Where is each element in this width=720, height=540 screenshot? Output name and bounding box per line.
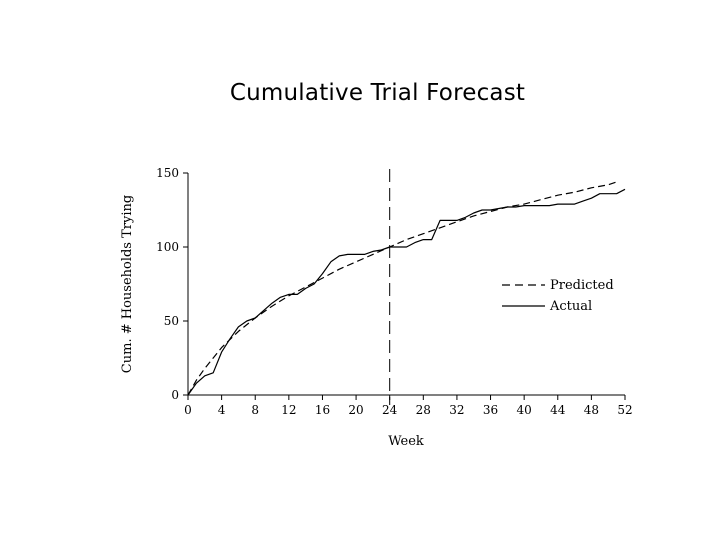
y-tick-label: 0	[171, 388, 179, 402]
x-tick-label: 16	[315, 403, 330, 417]
x-tick-label: 4	[218, 403, 226, 417]
series-line-actual	[187, 188, 626, 396]
x-tick-label: 40	[517, 403, 532, 417]
x-axis-label: Week	[388, 434, 424, 449]
x-ticks: 0 4 8 12 16 20 24 28 32 36 40 44 48 52	[184, 395, 633, 417]
y-tick-label: 150	[156, 166, 179, 180]
x-tick-label: 0	[184, 403, 192, 417]
x-tick-label: 24	[382, 403, 398, 417]
y-tick-label: 100	[156, 240, 179, 254]
x-tick-label: 44	[550, 403, 566, 417]
axes	[187, 173, 625, 396]
legend-label-actual: Actual	[549, 299, 592, 314]
x-tick-label: 28	[416, 403, 431, 417]
x-tick-label: 48	[584, 403, 599, 417]
x-tick-label: 52	[617, 403, 632, 417]
legend-label-predicted: Predicted	[550, 278, 614, 293]
y-axis-label: Cum. # Households Trying	[120, 195, 135, 373]
x-tick-label: 12	[281, 403, 296, 417]
x-tick-label: 32	[449, 403, 464, 417]
x-tick-label: 20	[348, 403, 363, 417]
x-tick-label: 36	[483, 403, 498, 417]
legend: Predicted Actual	[502, 278, 614, 314]
x-tick-label: 8	[251, 403, 259, 417]
series-layer	[187, 181, 626, 396]
y-tick-label: 50	[164, 314, 179, 328]
chart-title: Cumulative Trial Forecast	[229, 80, 526, 106]
y-ticks: 0 50 100 150	[156, 166, 188, 402]
